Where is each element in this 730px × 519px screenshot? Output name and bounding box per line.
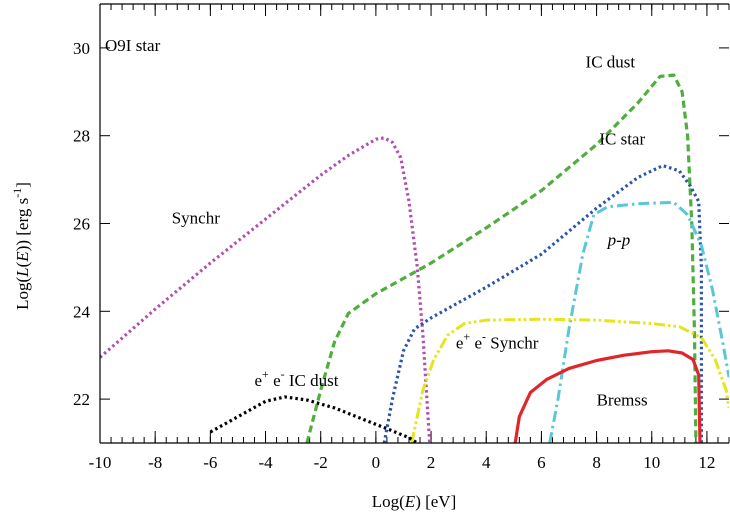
source-label: O9I star bbox=[105, 36, 161, 55]
ic-star-label: IC star bbox=[599, 129, 645, 148]
series-ic-dust bbox=[305, 73, 698, 443]
ee-synchr-label: e+ e- Synchr bbox=[456, 330, 539, 353]
x-tick-label: 0 bbox=[372, 453, 381, 472]
ic-dust-label: IC dust bbox=[586, 53, 636, 72]
x-tick-label: 12 bbox=[698, 453, 715, 472]
y-axis-title: Log(L(E)) [erg s-1] bbox=[10, 182, 32, 310]
tick-marks bbox=[99, 4, 730, 443]
chart-series bbox=[100, 73, 729, 443]
x-tick-label: 8 bbox=[592, 453, 601, 472]
x-tick-label: -2 bbox=[314, 453, 328, 472]
series-e-e-ic-dust bbox=[209, 395, 419, 443]
y-tick-label: 26 bbox=[73, 215, 90, 234]
series-e-e-synchr bbox=[410, 317, 729, 443]
series-ic-star bbox=[382, 164, 703, 443]
pp-label: p-p bbox=[607, 230, 631, 249]
x-axis-title: Log(E) [eV] bbox=[372, 492, 457, 511]
x-tick-label: -4 bbox=[258, 453, 273, 472]
x-tick-label: 2 bbox=[427, 453, 436, 472]
series-p-p bbox=[548, 200, 729, 443]
synchr-label: Synchr bbox=[172, 209, 221, 228]
x-tick-label: -10 bbox=[89, 453, 112, 472]
x-tick-label: 4 bbox=[482, 453, 491, 472]
x-tick-label: -6 bbox=[203, 453, 217, 472]
x-tick-label: 10 bbox=[643, 453, 660, 472]
bremss-label: Bremss bbox=[597, 391, 648, 410]
x-tick-label: 6 bbox=[537, 453, 546, 472]
x-tick-label: -8 bbox=[148, 453, 162, 472]
series-bremss bbox=[513, 349, 702, 443]
y-tick-label: 24 bbox=[73, 302, 91, 321]
ee-ic-dust-label: e+ e- IC dust bbox=[254, 367, 338, 390]
y-tick-label: 28 bbox=[73, 127, 90, 146]
y-tick-label: 22 bbox=[73, 390, 90, 409]
y-tick-label: 30 bbox=[73, 39, 90, 58]
series-synchr bbox=[100, 136, 432, 443]
